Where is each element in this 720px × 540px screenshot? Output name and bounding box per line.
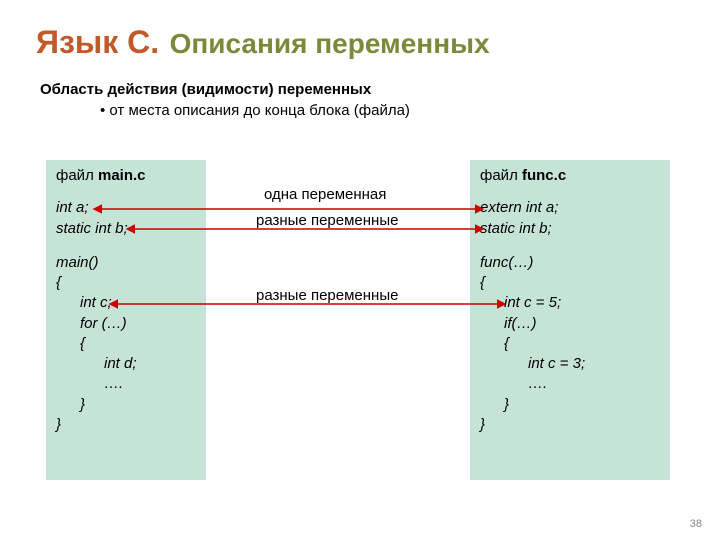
code-line: { (56, 274, 61, 291)
code-line: } (480, 395, 660, 415)
file-prefix-left: файл (56, 167, 98, 184)
code-line: int c = 3; (480, 354, 660, 374)
code-box-left: файл main.c int a; static int b; main() … (46, 160, 206, 480)
code-line: int c; (56, 293, 196, 313)
code-line: int d; (56, 354, 196, 374)
annotation-same-var: одна переменная (264, 186, 386, 203)
code-line: int c = 5; (480, 293, 660, 313)
code-line: { (480, 334, 660, 354)
section-heading: Область действия (видимости) переменных (40, 81, 720, 98)
code-line: static int b; (56, 220, 128, 237)
annotation-diff-vars-1: разные переменные (256, 212, 398, 229)
code-line: func(…) (480, 254, 533, 271)
code-line: static int b; (480, 220, 552, 237)
code-line: if(…) (480, 314, 660, 334)
slide-title: Язык С. Описания переменных (0, 0, 720, 61)
code-line: { (56, 334, 196, 354)
code-line: …. (480, 374, 660, 394)
annotation-diff-vars-2: разные переменные (256, 287, 398, 304)
file-prefix-right: файл (480, 167, 522, 184)
bullet-item: от места описания до конца блока (файла) (100, 102, 720, 119)
file-label-left: файл main.c (56, 166, 196, 186)
code-line: main() (56, 254, 99, 271)
title-main: Язык С. (36, 24, 159, 60)
code-line: …. (56, 374, 196, 394)
file-name-left: main.c (98, 167, 146, 184)
code-line: extern int a; (480, 199, 558, 216)
code-line: } (480, 416, 485, 433)
page-number: 38 (690, 518, 702, 530)
code-line: } (56, 416, 61, 433)
file-label-right: файл func.c (480, 166, 660, 186)
code-line: int a; (56, 199, 89, 216)
code-box-right: файл func.c extern int a; static int b; … (470, 160, 670, 480)
file-name-right: func.c (522, 167, 566, 184)
code-line: { (480, 274, 485, 291)
title-sub: Описания переменных (170, 28, 490, 59)
code-line: } (56, 395, 196, 415)
code-line: for (…) (56, 314, 196, 334)
